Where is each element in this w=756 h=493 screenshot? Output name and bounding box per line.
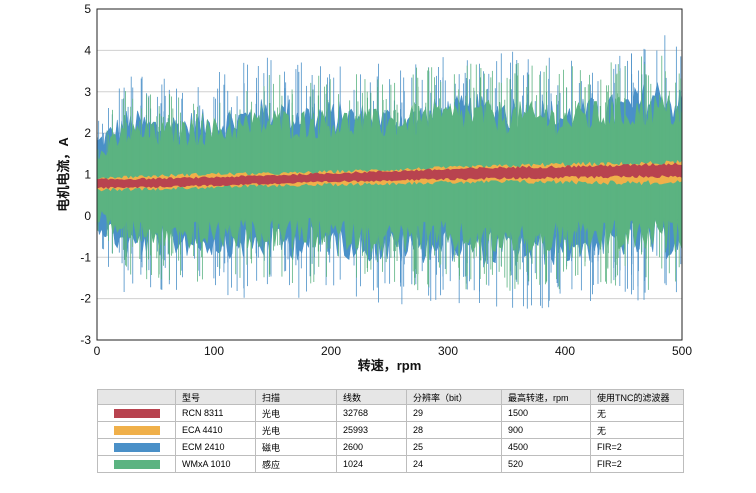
resolution-cell: 28 (406, 421, 502, 439)
y-tick-label: -3 (80, 333, 91, 347)
max-speed-cell: 900 (501, 421, 591, 439)
x-tick-label: 400 (555, 344, 575, 358)
max-speed-cell: 1500 (501, 404, 591, 422)
color-swatch (113, 459, 160, 469)
swatch-cell (97, 438, 176, 456)
model-cell: ECM 2410 (175, 438, 256, 456)
scan-cell: 磁电 (255, 438, 337, 456)
resolution-cell: 29 (406, 404, 502, 422)
filter-cell: 无 (590, 404, 684, 422)
header-scan: 扫描 (255, 389, 337, 405)
x-tick-label: 200 (321, 344, 341, 358)
max-speed-cell: 520 (501, 455, 591, 473)
series-layer (96, 35, 683, 309)
scan-cell: 光电 (255, 421, 337, 439)
scan-cell: 感应 (255, 455, 337, 473)
swatch-cell (97, 421, 176, 439)
color-swatch (113, 442, 160, 452)
y-tick-label: 5 (84, 2, 91, 16)
filter-cell: FIR=2 (590, 438, 684, 456)
scan-cell: 光电 (255, 404, 337, 422)
x-tick-label: 100 (204, 344, 224, 358)
y-tick-label: 3 (84, 85, 91, 99)
current-vs-speed-chart: -3 -2 -1 0 1 2 3 4 5 0 100 200 300 400 500 转速，rpm 电机电流… (56, 2, 692, 373)
y-axis-label: 电机电流，A (56, 137, 71, 212)
lines-cell: 25993 (336, 421, 407, 439)
filter-cell: FIR=2 (590, 455, 684, 473)
header-resolution: 分辨率（bit） (406, 389, 502, 405)
max-speed-cell: 4500 (501, 438, 591, 456)
color-swatch (113, 425, 160, 435)
lines-cell: 32768 (336, 404, 407, 422)
filter-cell: 无 (590, 421, 684, 439)
resolution-cell: 25 (406, 438, 502, 456)
model-cell: RCN 8311 (175, 404, 256, 422)
y-tick-label: 1 (84, 168, 91, 182)
table-row: WMxA 1010 感应 1024 24 520 FIR=2 (97, 455, 684, 473)
y-tick-label: 4 (84, 43, 91, 57)
color-swatch (113, 408, 160, 418)
y-tick-label: 2 (84, 126, 91, 140)
x-tick-label: 300 (438, 344, 458, 358)
x-axis-label: 转速，rpm (358, 358, 422, 373)
x-tick-label: 0 (94, 344, 101, 358)
header-filter: 使用TNC的滤波器 (590, 389, 684, 405)
plot-frame (96, 8, 683, 341)
table-row: RCN 8311 光电 32768 29 1500 无 (97, 404, 684, 422)
model-cell: ECA 4410 (175, 421, 256, 439)
header-model: 型号 (175, 389, 256, 405)
lines-cell: 1024 (336, 455, 407, 473)
header-swatch (97, 389, 176, 405)
header-lines: 线数 (336, 389, 407, 405)
y-tick-label: -2 (80, 292, 91, 306)
table-header-row: 型号 扫描 线数 分辨率（bit） 最高转速，rpm 使用TNC的滤波器 (97, 389, 684, 405)
tick-labels: -3 -2 -1 0 1 2 3 4 5 0 100 200 300 400 500 (80, 2, 692, 358)
x-tick-label: 500 (672, 344, 692, 358)
resolution-cell: 24 (406, 455, 502, 473)
swatch-cell (97, 455, 176, 473)
y-tick-label: 0 (84, 209, 91, 223)
swatch-cell (97, 404, 176, 422)
encoder-legend-table: 型号 扫描 线数 分辨率（bit） 最高转速，rpm 使用TNC的滤波器 RCN… (97, 389, 684, 473)
table-row: ECA 4410 光电 25993 28 900 无 (97, 421, 684, 439)
lines-cell: 2600 (336, 438, 407, 456)
table-row: ECM 2410 磁电 2600 25 4500 FIR=2 (97, 438, 684, 456)
header-max-speed: 最高转速，rpm (501, 389, 591, 405)
y-tick-label: -1 (80, 250, 91, 264)
model-cell: WMxA 1010 (175, 455, 256, 473)
